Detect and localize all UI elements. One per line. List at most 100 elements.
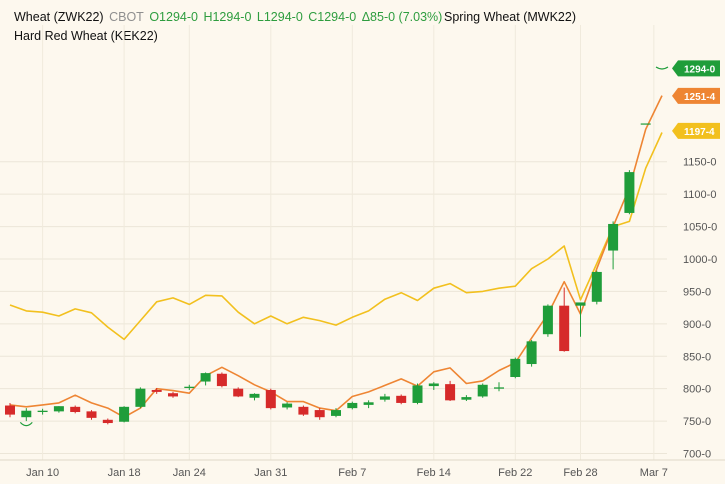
- candle-body: [331, 410, 341, 416]
- badge-shape: [672, 60, 720, 77]
- candle: [363, 400, 374, 409]
- candle: [70, 405, 81, 414]
- candle-body: [461, 397, 472, 400]
- legend-main-symbol: Wheat (ZWK22): [14, 10, 104, 24]
- candle: [412, 383, 423, 405]
- candle: [428, 382, 439, 390]
- last-value-badges: 1294-0 1251-4 1197-4: [672, 60, 720, 139]
- y-tick-label: 700-0: [683, 449, 711, 461]
- candle-body: [510, 358, 521, 377]
- candle-body: [608, 223, 619, 251]
- y-tick-label: 850-0: [683, 351, 711, 363]
- candle-body: [494, 387, 504, 389]
- candle: [526, 340, 537, 367]
- legend-exchange: CBOT: [109, 10, 144, 24]
- legend-compare-spring: Spring Wheat (MWK22): [444, 10, 576, 24]
- candle: [445, 380, 456, 401]
- candle-body: [298, 406, 309, 415]
- candle-body: [347, 402, 358, 409]
- candle-body: [575, 302, 586, 306]
- candle-body: [86, 411, 97, 418]
- candle-body: [624, 172, 635, 213]
- x-tick-label: Feb 22: [498, 467, 532, 479]
- candle-body: [168, 393, 178, 397]
- candle: [168, 391, 178, 398]
- candle: [396, 394, 407, 405]
- candle-body: [21, 410, 32, 418]
- candle: [298, 405, 309, 416]
- candle: [461, 395, 472, 401]
- badge-value: 1251-4: [684, 92, 716, 103]
- candle-body: [445, 384, 456, 401]
- candle-body: [200, 373, 211, 382]
- candle-body: [53, 406, 64, 412]
- candle-body: [314, 410, 325, 418]
- legend-close: C1294-0: [308, 10, 357, 24]
- x-tick-label: Jan 10: [26, 467, 59, 479]
- legend-change: Δ85-0 (7.03%): [361, 10, 443, 24]
- y-tick-label: 1050-0: [683, 222, 717, 234]
- candle: [591, 270, 602, 305]
- x-tick-label: Mar 7: [640, 467, 668, 479]
- x-tick-label: Jan 18: [108, 467, 141, 479]
- candle: [575, 302, 586, 337]
- candle: [282, 402, 293, 410]
- candle: [37, 408, 48, 415]
- chart-markers: [19, 66, 669, 427]
- y-axis: 700-0 750-0 800-0 850-0 900-0 950-0 1000-0 1050…: [683, 157, 717, 461]
- candle-body: [363, 402, 374, 405]
- y-tick-label: 1000-0: [683, 254, 717, 266]
- candle: [331, 408, 341, 418]
- candle-body: [37, 410, 48, 413]
- spring-wheat-line: [9, 132, 663, 341]
- candle: [379, 393, 390, 402]
- candle: [102, 418, 113, 425]
- candle-body: [102, 419, 113, 424]
- x-tick-label: Feb 14: [417, 467, 451, 479]
- x-tick-label: Jan 24: [173, 467, 206, 479]
- badge-hrw-last: 1251-4: [672, 87, 720, 104]
- badge-shape: [672, 87, 720, 104]
- candle: [559, 287, 570, 352]
- candle: [608, 221, 619, 270]
- candle: [119, 406, 130, 423]
- candle: [314, 408, 325, 420]
- candle: [200, 372, 211, 386]
- legend-high: H1294-0: [203, 10, 252, 24]
- candle: [640, 123, 651, 125]
- x-tick-label: Feb 7: [338, 467, 366, 479]
- candle-body: [591, 271, 602, 302]
- candle: [249, 393, 260, 401]
- candle: [265, 388, 276, 410]
- y-tick-label: 900-0: [683, 319, 711, 331]
- candle-body: [526, 341, 537, 365]
- candle: [477, 383, 488, 398]
- candle-body: [396, 395, 407, 403]
- x-tick-label: Feb 28: [563, 467, 597, 479]
- candle: [21, 408, 32, 422]
- y-tick-label: 750-0: [683, 416, 711, 428]
- legend-main: Wheat (ZWK22) CBOT O1294-0 H1294-0 L1294…: [14, 10, 444, 24]
- candle: [86, 410, 97, 420]
- legend-low: L1294-0: [256, 10, 303, 24]
- comparison-lines: [9, 95, 663, 419]
- candle-body: [559, 305, 570, 352]
- candle: [216, 372, 227, 388]
- candle: [347, 401, 358, 410]
- grid-lines: [0, 25, 667, 460]
- x-axis: Jan 10 Jan 18 Jan 24 Jan 31 Feb 7 Feb 14 Feb 2…: [0, 459, 725, 479]
- candle-body: [249, 393, 260, 398]
- high-marker-icon: [655, 66, 669, 70]
- x-tick-label: Jan 31: [254, 467, 287, 479]
- y-tick-label: 1100-0: [683, 189, 716, 201]
- candle-body: [428, 383, 439, 387]
- candle-body: [282, 403, 293, 408]
- legend-open: O1294-0: [149, 10, 198, 24]
- candle: [233, 387, 244, 398]
- candle-body: [119, 406, 130, 422]
- candle-body: [233, 388, 244, 397]
- y-tick-label: 950-0: [683, 286, 711, 298]
- low-marker-icon: [19, 421, 33, 427]
- candle: [624, 170, 635, 215]
